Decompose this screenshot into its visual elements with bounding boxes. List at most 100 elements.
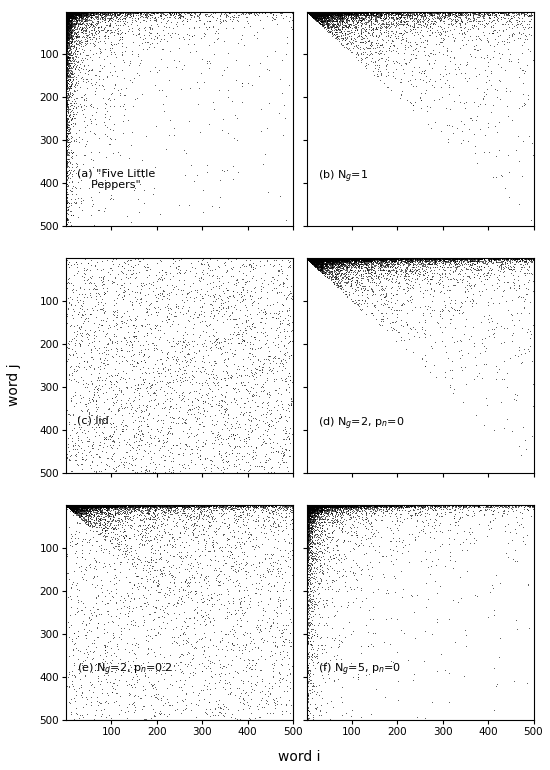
- Point: [62, 52, 71, 65]
- Point: [351, 500, 360, 512]
- Point: [365, 12, 373, 24]
- Point: [81, 500, 90, 512]
- Point: [256, 316, 265, 328]
- Point: [310, 507, 318, 519]
- Point: [67, 7, 75, 19]
- Point: [457, 257, 466, 270]
- Point: [65, 6, 74, 18]
- Point: [321, 500, 329, 513]
- Point: [62, 12, 71, 24]
- Point: [302, 502, 311, 514]
- Point: [306, 6, 315, 18]
- Point: [416, 6, 425, 18]
- Point: [179, 460, 188, 473]
- Point: [69, 500, 78, 512]
- Point: [302, 6, 311, 18]
- Point: [62, 11, 71, 23]
- Point: [64, 6, 73, 18]
- Point: [131, 360, 140, 373]
- Point: [303, 253, 312, 266]
- Point: [309, 519, 318, 531]
- Point: [319, 6, 328, 18]
- Point: [304, 253, 312, 265]
- Point: [302, 500, 311, 513]
- Point: [509, 253, 518, 265]
- Point: [235, 692, 244, 705]
- Point: [68, 6, 77, 18]
- Point: [315, 500, 323, 512]
- Point: [441, 257, 449, 270]
- Point: [450, 8, 459, 21]
- Point: [71, 6, 80, 18]
- Point: [64, 6, 73, 18]
- Point: [278, 398, 287, 410]
- Point: [455, 11, 464, 23]
- Point: [63, 28, 72, 40]
- Point: [109, 511, 118, 524]
- Point: [96, 506, 105, 518]
- Point: [307, 8, 316, 20]
- Point: [306, 253, 315, 265]
- Point: [316, 253, 324, 265]
- Point: [305, 253, 314, 266]
- Point: [323, 258, 332, 270]
- Point: [310, 256, 319, 268]
- Point: [311, 500, 320, 512]
- Point: [367, 254, 376, 266]
- Point: [62, 8, 71, 21]
- Point: [304, 500, 312, 512]
- Point: [80, 6, 89, 18]
- Point: [139, 619, 147, 631]
- Point: [373, 253, 382, 265]
- Point: [302, 515, 311, 527]
- Point: [304, 511, 313, 523]
- Point: [68, 500, 76, 512]
- Point: [500, 500, 509, 512]
- Point: [321, 268, 329, 280]
- Point: [321, 6, 329, 18]
- Point: [309, 6, 318, 18]
- Point: [434, 45, 443, 58]
- Point: [317, 6, 326, 18]
- Point: [324, 500, 333, 512]
- Point: [65, 11, 74, 23]
- Point: [62, 12, 71, 24]
- Point: [63, 12, 72, 25]
- Point: [304, 6, 313, 18]
- Point: [309, 514, 317, 527]
- Point: [311, 257, 320, 270]
- Point: [302, 524, 311, 537]
- Point: [76, 500, 85, 512]
- Point: [334, 11, 343, 23]
- Point: [316, 253, 325, 265]
- Point: [332, 253, 341, 266]
- Point: [343, 276, 351, 289]
- Point: [208, 289, 217, 301]
- Point: [388, 6, 397, 18]
- Point: [62, 500, 71, 512]
- Point: [64, 92, 73, 105]
- Point: [315, 500, 323, 512]
- Point: [305, 6, 314, 18]
- Point: [66, 6, 75, 18]
- Point: [320, 514, 329, 526]
- Point: [78, 500, 87, 513]
- Point: [340, 6, 349, 18]
- Point: [355, 253, 364, 265]
- Point: [331, 504, 339, 517]
- Point: [312, 6, 321, 18]
- Point: [63, 500, 72, 512]
- Point: [524, 260, 533, 273]
- Point: [457, 343, 466, 356]
- Point: [353, 16, 362, 28]
- Point: [304, 6, 312, 18]
- Point: [62, 8, 71, 21]
- Point: [406, 511, 415, 523]
- Point: [303, 500, 312, 512]
- Point: [309, 253, 317, 265]
- Point: [310, 6, 318, 18]
- Point: [183, 562, 191, 574]
- Point: [72, 6, 80, 18]
- Point: [63, 34, 72, 46]
- Point: [315, 505, 323, 517]
